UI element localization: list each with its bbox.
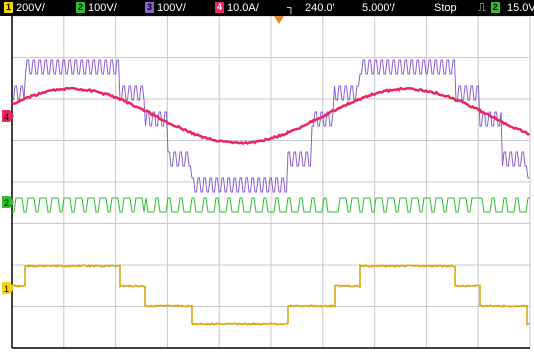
delay-value[interactable]: 240.0' xyxy=(305,0,335,16)
pulse-icon: ⎍ xyxy=(478,0,486,16)
channel-2-marker-label: 2 xyxy=(4,198,9,208)
status-bar: 1 200V/ 2 100V/ 3 100V/ 4 10.0A/ ┐ 240.0' 5.… xyxy=(0,0,534,16)
channel-4-marker-label: 4 xyxy=(4,112,9,122)
channel-1-marker-label: 1 xyxy=(4,284,9,294)
trigger-edge-icon[interactable]: ┐ xyxy=(287,0,295,16)
trigger-channel-badge: 2 xyxy=(491,2,500,13)
channel-1-scale-text: 200V/ xyxy=(16,2,45,14)
channel-3-scale-text: 100V/ xyxy=(157,2,186,14)
channel-4-scale[interactable]: 4 10.0A/ xyxy=(215,0,259,16)
channel-2-scale[interactable]: 2 100V/ xyxy=(76,0,117,16)
trigger-source[interactable]: ⎍ 2 xyxy=(478,0,500,16)
timebase-value[interactable]: 5.000'/ xyxy=(362,0,395,16)
channel-3-scale[interactable]: 3 100V/ xyxy=(145,0,186,16)
channel-3-badge: 3 xyxy=(145,2,154,13)
channel-2-scale-text: 100V/ xyxy=(88,2,117,14)
trigger-position-marker[interactable] xyxy=(274,16,284,24)
waveform-display[interactable]: 4 2 1 xyxy=(0,16,534,352)
channel-1-scale[interactable]: 1 200V/ xyxy=(4,0,45,16)
channel-1-badge: 1 xyxy=(4,2,13,13)
channel-4-scale-text: 10.0A/ xyxy=(227,2,259,14)
channel-4-badge: 4 xyxy=(215,2,224,13)
run-state[interactable]: Stop xyxy=(434,0,457,16)
waveform-svg: 4 2 1 xyxy=(0,16,534,352)
trigger-level[interactable]: 15.0V xyxy=(507,0,533,16)
channel-2-badge: 2 xyxy=(76,2,85,13)
